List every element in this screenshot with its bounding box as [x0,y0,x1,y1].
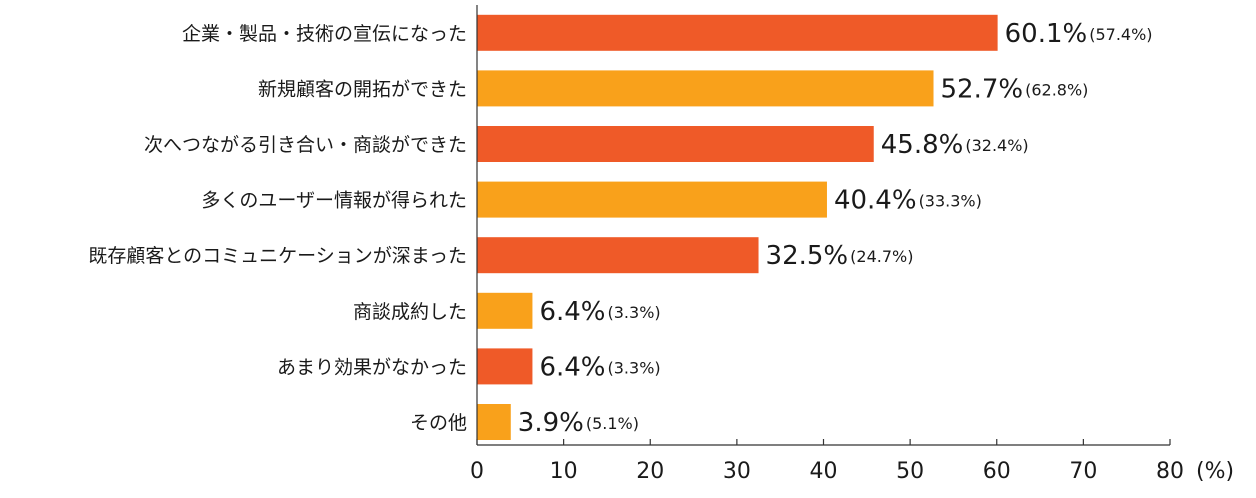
previous-value-label-4: (24.7%) [850,247,913,266]
value-label-2: 45.8% [881,130,964,160]
category-label-3: 多くのユーザー情報が得られた [201,190,467,212]
x-axis-ticks: 0 10 20 30 40 50 60 70 80 [470,439,1184,484]
x-tick-label-1: 10 [550,459,578,484]
value-label-5: 6.4% [539,297,605,327]
bar-3 [477,181,827,218]
value-label-6: 6.4% [539,352,605,382]
value-label-0: 60.1% [1005,19,1088,49]
category-label-4: 既存顧客とのコミュニケーションが深まった [88,245,467,267]
x-tick-label-3: 30 [723,459,751,484]
x-tick-label-7: 70 [1069,459,1097,484]
bars-layer [477,14,998,440]
bar-1 [477,70,934,107]
bar-0 [477,14,998,51]
bar-4 [477,237,759,274]
previous-value-label-0: (57.4%) [1089,25,1152,44]
value-label-4: 32.5% [766,241,849,271]
category-label-6: あまり効果がなかった [277,356,467,378]
bar-6 [477,348,533,385]
previous-value-label-7: (5.1%) [586,414,639,433]
x-axis-unit-label: (%) [1196,459,1234,484]
x-tick-label-5: 50 [896,459,924,484]
x-tick-label-2: 20 [636,459,664,484]
previous-value-label-3: (33.3%) [919,192,982,211]
value-label-1: 52.7% [941,74,1024,104]
category-label-7: その他 [410,412,467,434]
x-tick-label-6: 60 [983,459,1011,484]
previous-value-label-5: (3.3%) [608,303,661,322]
category-label-5: 商談成約した [353,301,467,323]
x-tick-label-0: 0 [470,459,484,484]
category-label-2: 次へつながる引き合い・商談ができた [144,134,467,156]
bar-5 [477,292,533,329]
value-label-7: 3.9% [518,408,584,438]
x-tick-label-4: 40 [810,459,838,484]
bar-7 [477,404,511,440]
category-label-0: 企業・製品・技術の宣伝になった [182,23,467,45]
labels-layer: 企業・製品・技術の宣伝になった 60.1% (57.4%) 新規顧客の開拓ができた 52… [88,19,1152,438]
previous-value-label-2: (32.4%) [965,136,1028,155]
x-tick-label-8: 80 [1156,459,1184,484]
previous-value-label-1: (62.8%) [1025,80,1088,99]
value-label-3: 40.4% [834,186,917,216]
previous-value-label-6: (3.3%) [608,358,661,377]
category-label-1: 新規顧客の開拓ができた [258,78,467,100]
bar-2 [477,126,874,162]
